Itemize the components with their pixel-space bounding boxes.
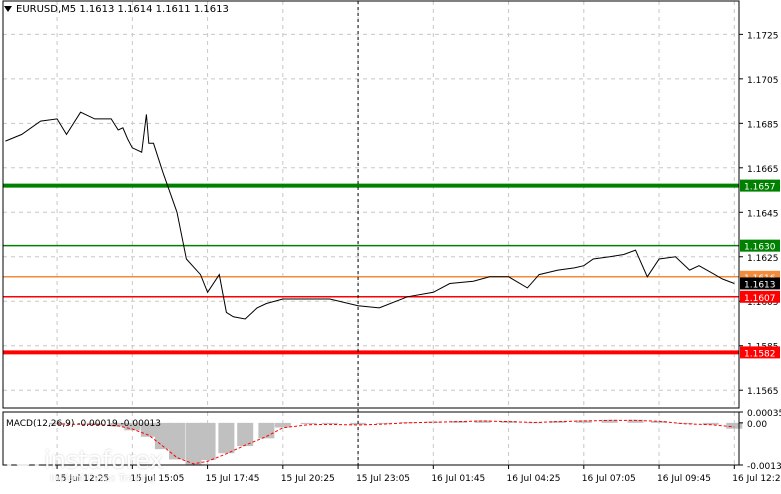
macd-bar	[218, 422, 235, 454]
macd-bar	[399, 422, 416, 424]
ohlc-values: 1.1613 1.1614 1.1611 1.1613	[79, 4, 229, 15]
macd-bar	[627, 419, 644, 423]
time-tick-label: 15 Jul 12:25	[55, 474, 109, 484]
macd-bar	[321, 422, 338, 425]
instaforex-logo: instaforex Instant Forex Trading	[4, 444, 180, 486]
macd-tick-label: -0.00136	[747, 462, 781, 472]
price-tick-label: 1.1725	[747, 31, 779, 41]
chart-header: EURUSD,M5 1.1613 1.1614 1.1611 1.1613	[4, 4, 229, 15]
time-tick-label: 15 Jul 20:25	[281, 474, 335, 484]
time-tick-label: 16 Jul 01:45	[431, 474, 485, 484]
time-tick-label: 15 Jul 17:45	[206, 474, 260, 484]
macd-bar	[237, 422, 254, 447]
current-price-label: 1.1613	[744, 280, 776, 290]
level-label-1.1657: 1.1657	[744, 183, 776, 193]
price-axis: 1.17251.17051.16851.16651.16451.16251.16…	[739, 31, 780, 397]
macd-bar	[425, 421, 442, 423]
macd-bar	[199, 422, 216, 461]
macd-bar	[86, 422, 103, 425]
macd-bar	[258, 422, 275, 439]
price-tick-label: 1.1685	[747, 120, 779, 130]
price-panel-frame	[2, 0, 740, 409]
macd-bar	[300, 422, 317, 425]
price-line-layer	[5, 111, 735, 320]
macd-bar	[474, 420, 491, 423]
macd-bar	[651, 420, 668, 423]
macd-bar	[124, 422, 141, 431]
price-levels	[3, 183, 739, 355]
level-tag-1.1630	[740, 239, 780, 252]
collapse-triangle-icon[interactable]	[4, 6, 12, 12]
chart-frames	[2, 0, 740, 466]
macd-panel-frame	[2, 411, 740, 466]
time-axis: 15 Jul 12:25 15 Jul 15:05 15 Jul 17:45 15 J…	[55, 465, 781, 484]
macd-bar	[110, 422, 127, 427]
price-tick-label: 1.1705	[747, 76, 779, 86]
price-tick-label: 1.1665	[747, 165, 779, 175]
price-tick-label: 1.1625	[747, 254, 779, 264]
macd-header: MACD(12,26,9) -0.00019 -0.00013	[6, 419, 162, 429]
price-line	[5, 111, 735, 320]
price-tick-label: 1.1605	[747, 298, 779, 308]
time-tick-label: 16 Jul 09:45	[657, 474, 711, 484]
level-label-1.1607: 1.1607	[744, 294, 776, 304]
macd-bar	[49, 422, 66, 425]
level-label-1.1630: 1.1630	[744, 243, 776, 253]
macd-bar	[549, 420, 566, 423]
time-tick-label: 15 Jul 23:05	[356, 474, 410, 484]
macd-bar	[500, 420, 517, 423]
macd-bar	[575, 420, 592, 423]
macd-bar	[140, 422, 157, 437]
current-price-tag	[740, 277, 780, 290]
macd-signal-line	[57, 419, 735, 465]
macd-bar	[185, 422, 202, 465]
macd-bar	[601, 419, 618, 423]
level-tag-1.1657	[740, 179, 780, 192]
macd-bar	[726, 422, 743, 429]
price-tick-label: 1.1645	[747, 209, 779, 219]
symbol-label: EURUSD,M5	[16, 4, 77, 15]
macd-bar	[375, 422, 392, 424]
macd-tick-label: 0.00	[747, 420, 767, 430]
price-grid	[3, 1, 739, 465]
instaforex-emblem-icon	[7, 447, 39, 479]
time-tick-label: 16 Jul 07:05	[582, 474, 636, 484]
level-label-1.1582: 1.1582	[744, 349, 776, 359]
macd-bar	[274, 422, 291, 428]
time-tick-label: 16 Jul 12:25	[732, 474, 781, 484]
price-tick-label: 1.1565	[747, 387, 779, 397]
macd-bar	[169, 422, 186, 460]
logo-tagline: Instant Forex Trading	[50, 473, 156, 484]
time-tick-label: 16 Jul 04:25	[507, 474, 561, 484]
time-tick-label: 15 Jul 15:05	[130, 474, 184, 484]
level-tag-1.1607	[740, 290, 780, 303]
macd-tick-label: 0.00035	[747, 409, 781, 419]
logo-name: instaforex	[44, 446, 164, 474]
macd-bar	[702, 422, 719, 425]
level-tag-1.1582	[740, 346, 780, 359]
